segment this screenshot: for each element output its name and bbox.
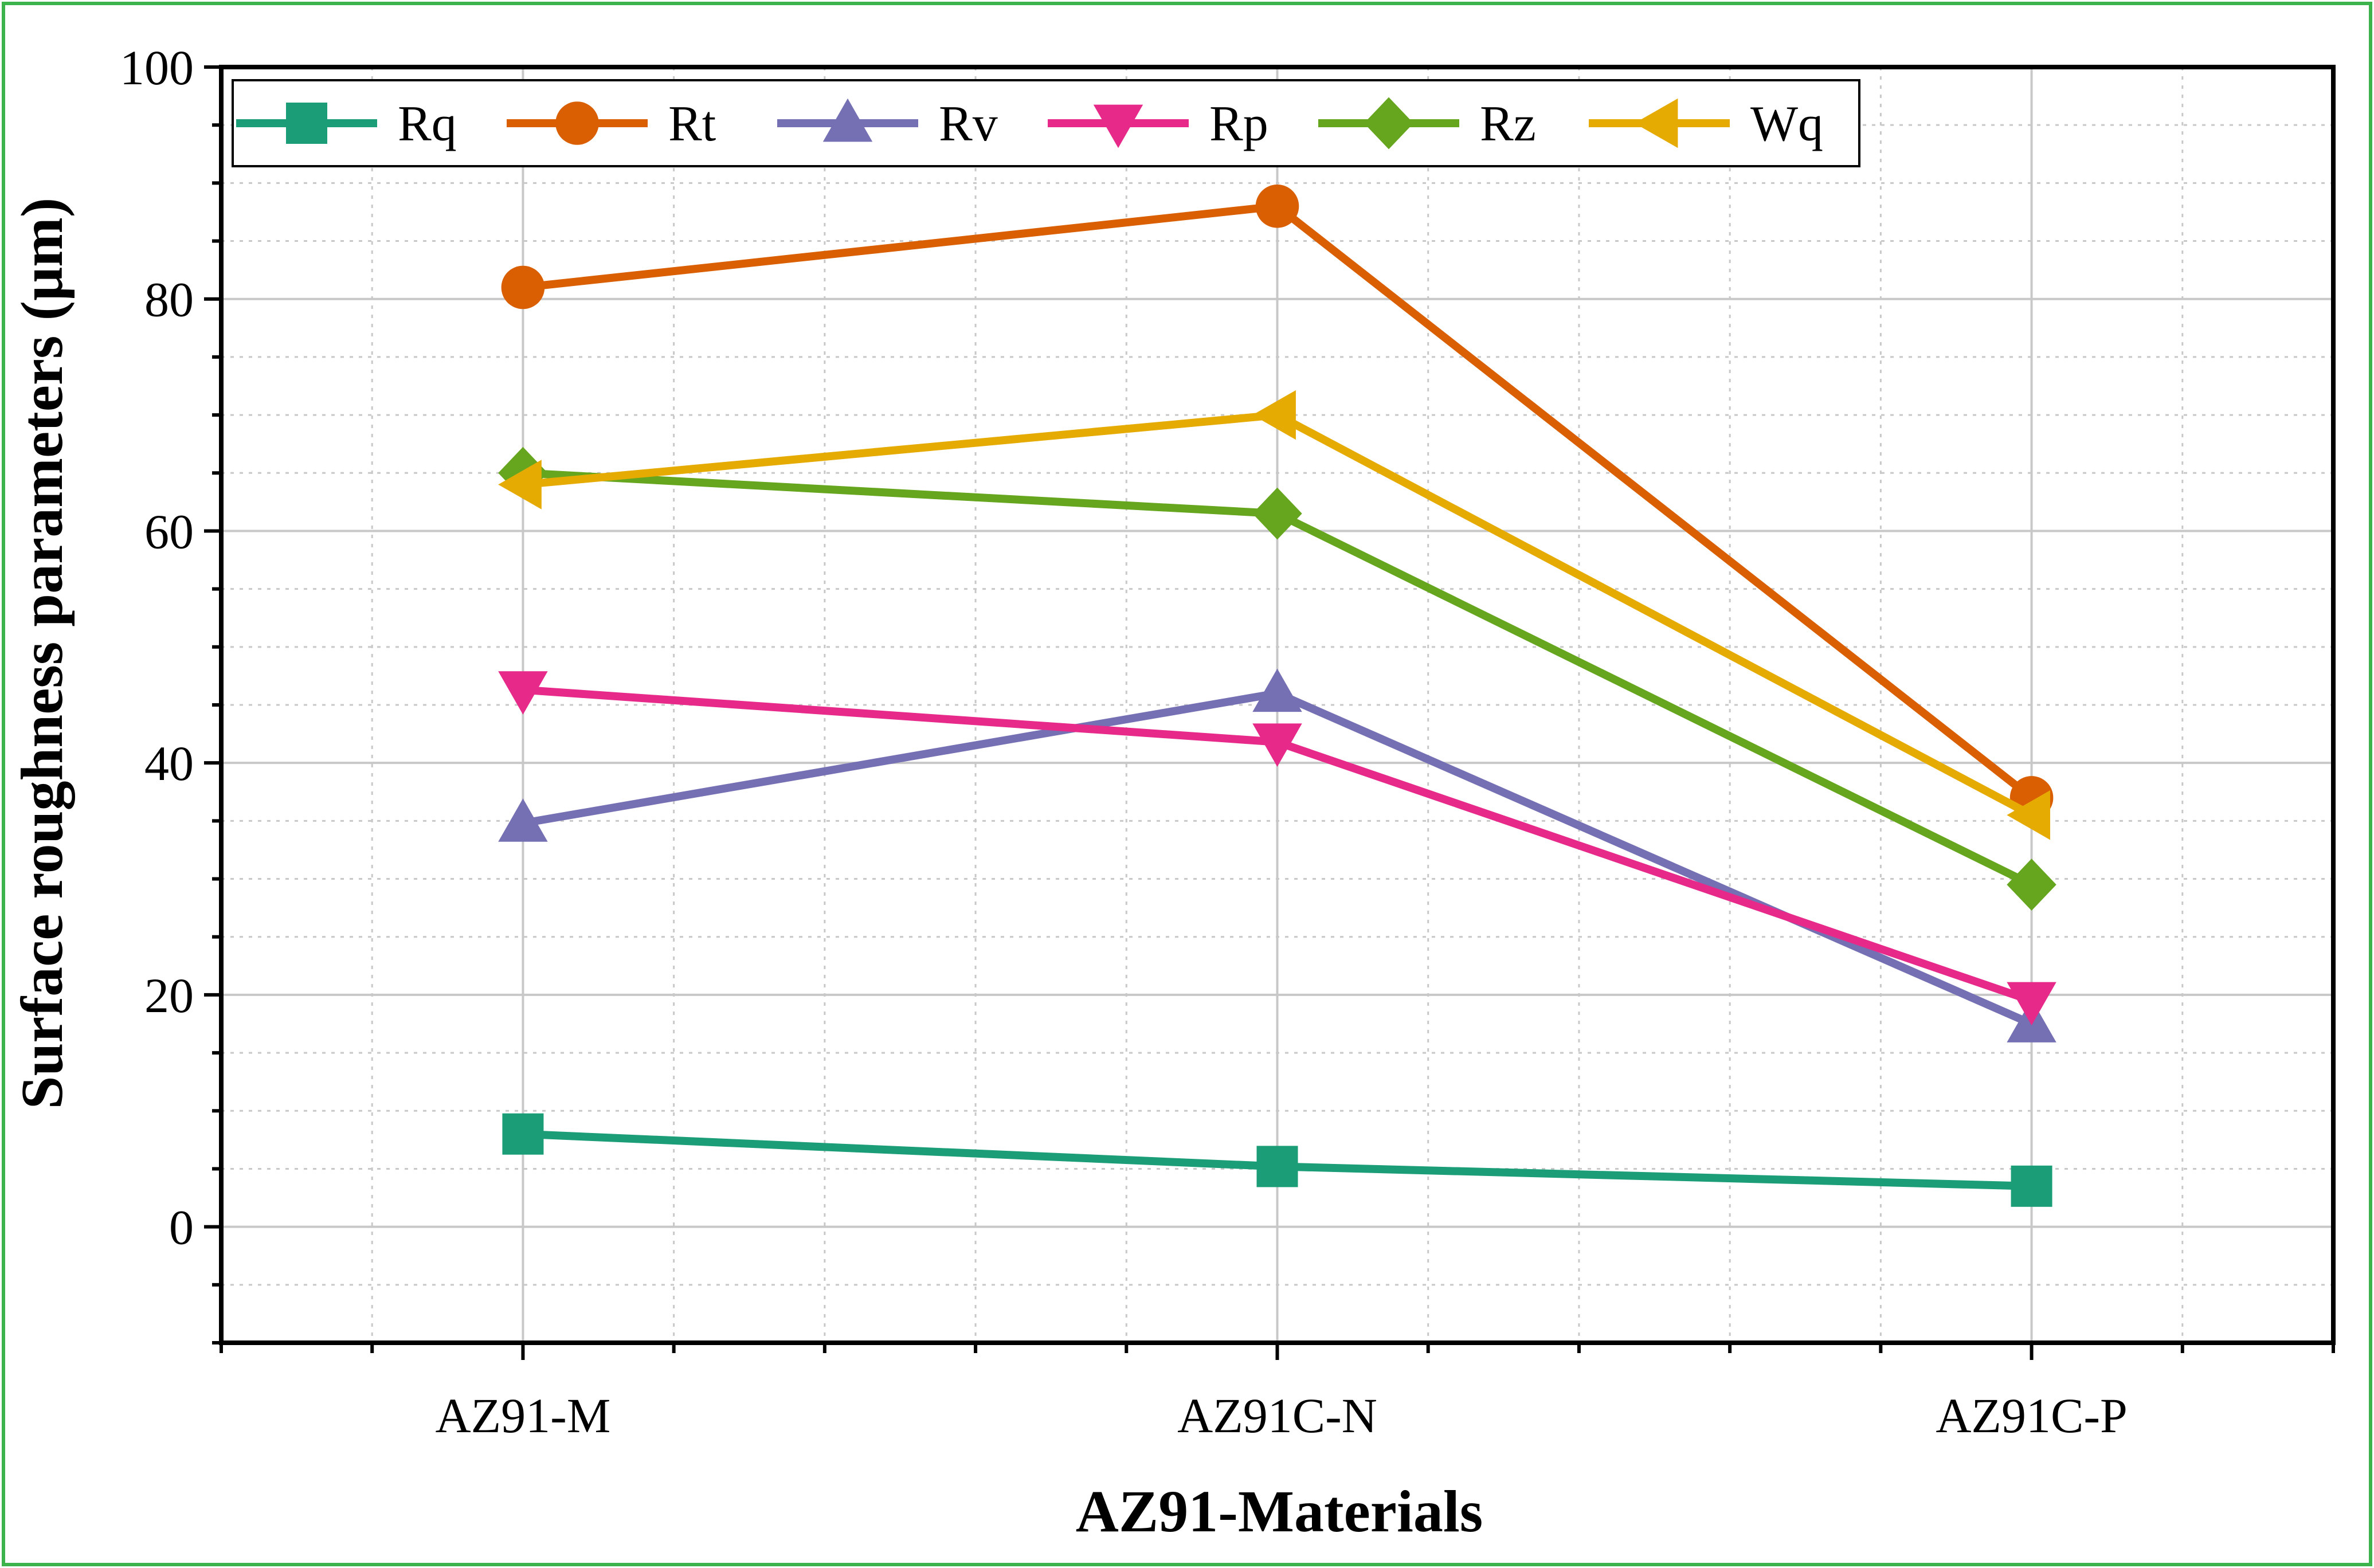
series-rt [501, 185, 2054, 820]
series-rp [498, 671, 2056, 1026]
legend-marker [1634, 98, 1678, 148]
y-tick-label: 60 [144, 504, 194, 559]
series-rq [502, 1113, 2052, 1207]
data-point-rp-az91c-p [2007, 982, 2056, 1026]
legend-item-rt: Rt [507, 96, 716, 152]
legend-marker [286, 103, 327, 144]
y-tick-label: 100 [120, 40, 194, 95]
data-point-rt-az91c-n [1255, 185, 1299, 228]
data-point-rt-az91-m [501, 265, 545, 309]
legend-label: Rt [668, 96, 716, 152]
legend-label: Wq [1750, 96, 1823, 152]
data-point-rq-az91c-p [2011, 1165, 2052, 1207]
data-point-rq-az91-m [502, 1113, 544, 1155]
series-wq [498, 390, 2050, 840]
data-point-wq-az91c-n [1252, 390, 1296, 440]
legend-label: Rq [398, 96, 457, 152]
x-tick-label: AZ91C-N [1177, 1388, 1377, 1443]
y-tick-label: 20 [144, 968, 194, 1023]
legend-label: Rz [1480, 96, 1536, 152]
axes: 0 20 40 60 80 100 AZ91-M AZ91C-N AZ91C-P [120, 40, 2336, 1443]
legend-item-rz: Rz [1318, 96, 1536, 152]
x-tick-label: AZ91-M [436, 1388, 611, 1443]
data-point-rp-az91c-n [1252, 723, 1302, 767]
data-point-rz-az91c-n [1252, 487, 1302, 540]
data-point-rz-az91c-p [2007, 859, 2056, 911]
legend-marker [822, 98, 873, 142]
y-tick-label: 80 [144, 272, 194, 327]
legend-marker [555, 101, 599, 145]
y-tick-label: 40 [144, 736, 194, 791]
data-point-rp-az91-m [498, 671, 548, 715]
data-point-wq-az91-m [498, 460, 542, 509]
legend-label: Rv [939, 96, 998, 152]
series [498, 185, 2056, 1207]
x-tick-label: AZ91C-P [1936, 1388, 2127, 1443]
legend-item-rv: Rv [777, 96, 998, 152]
x-axis-title: AZ91-Materials [1076, 1479, 1483, 1545]
legend-item-rp: Rp [1048, 96, 1268, 152]
legend-marker [1364, 97, 1414, 150]
legend-item-rq: Rq [236, 96, 457, 152]
data-point-rv-az91-m [498, 798, 548, 842]
data-point-rq-az91c-n [1256, 1146, 1298, 1187]
y-axis-title: Surface roughness parameters (μm) [9, 198, 75, 1110]
y-tick-label: 0 [169, 1200, 194, 1255]
legend-marker [1093, 104, 1143, 148]
legend-label: Rp [1209, 96, 1268, 152]
legend-item-wq: Wq [1589, 96, 1823, 152]
legend-box [232, 79, 1860, 167]
data-point-rv-az91c-n [1252, 668, 1302, 712]
data-point-wq-az91c-p [2007, 790, 2050, 840]
legend: Rq Rt Rv Rp Rz Wq [232, 79, 1860, 167]
